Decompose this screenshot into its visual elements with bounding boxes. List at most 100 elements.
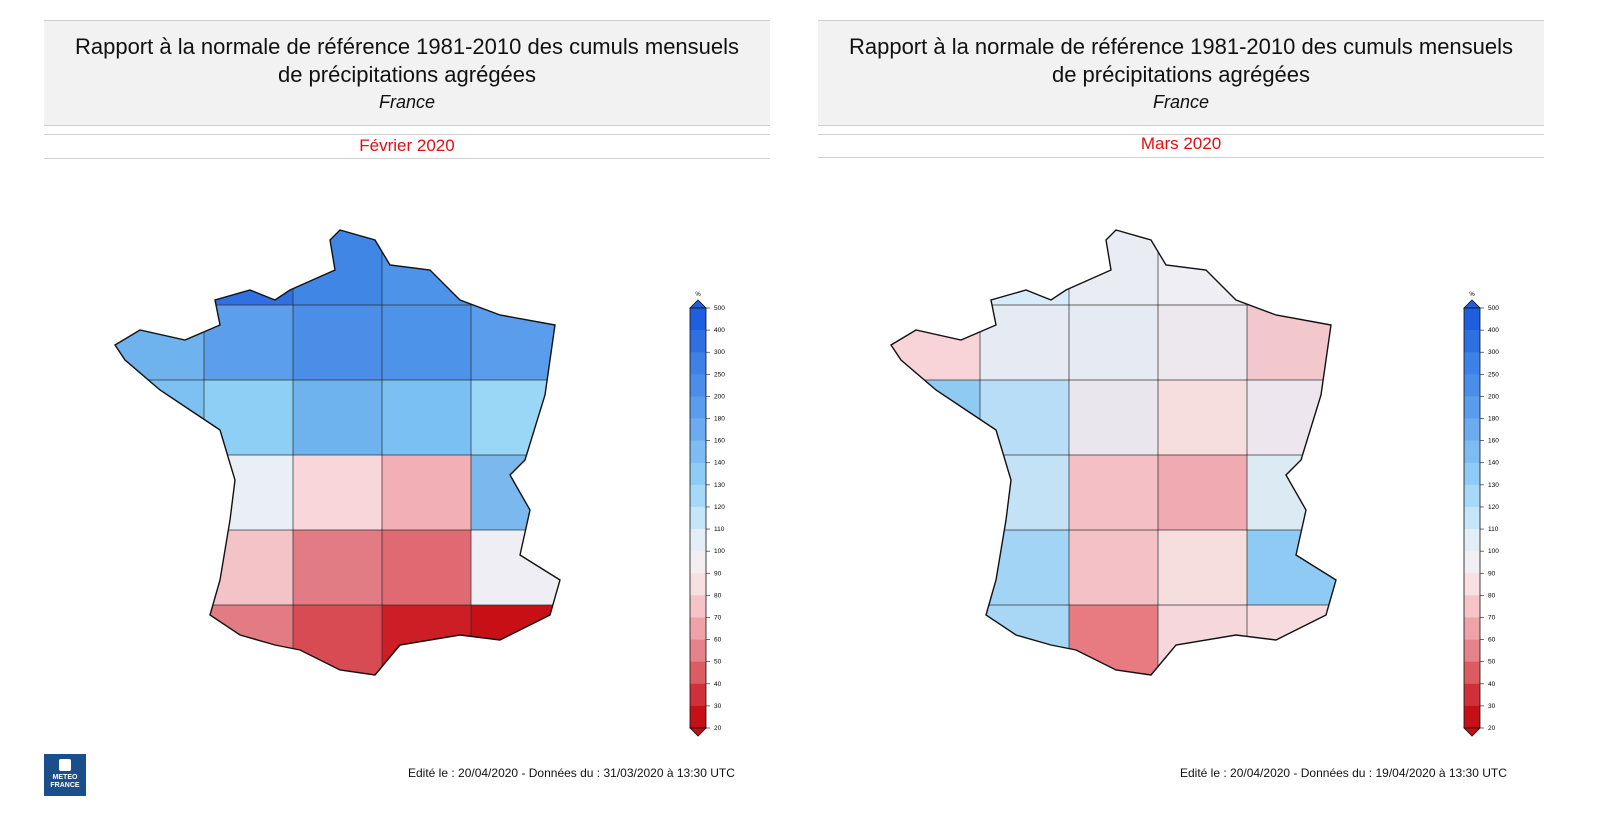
color-swatch (1464, 308, 1480, 331)
tick-label: 30 (1488, 703, 1496, 710)
department-region (470, 454, 560, 531)
subtitle-france: France (378, 92, 436, 112)
department-region (979, 604, 1070, 675)
tick-label: 80 (714, 592, 722, 599)
tick-label: 120 (1488, 504, 1499, 511)
department-region (1246, 230, 1336, 306)
tick-label: 400 (1488, 327, 1499, 334)
tick-label: 40 (1488, 681, 1496, 688)
panel-march: Rapport à la normale de référence 1981-2… (790, 0, 1590, 831)
color-swatch (690, 551, 706, 574)
department-region (381, 454, 472, 531)
color-swatch (690, 462, 706, 486)
logo-text-2: FRANCE (50, 782, 80, 789)
tick-label: 20 (1488, 725, 1496, 732)
department-region (979, 304, 1070, 381)
color-scale-legend: % 500 400 300 250 200 180 160 140 130 120 110 100 90 8… (689, 292, 725, 737)
logo-text-1: METEO (52, 774, 78, 781)
color-swatch (690, 374, 706, 397)
department-region (292, 379, 383, 456)
department-region (203, 604, 294, 675)
tick-label: 60 (1488, 637, 1496, 644)
color-swatch (690, 506, 706, 530)
color-swatch (690, 529, 706, 552)
tick-label: 90 (714, 570, 722, 577)
title-box: Rapport à la normale de référence 1981-2… (44, 20, 770, 126)
panel-february: Rapport à la normale de référence 1981-2… (44, 20, 770, 796)
department-region (1157, 379, 1248, 456)
tick-label: 50 (714, 659, 722, 666)
department-region (1246, 529, 1336, 606)
tick-label: 80 (1488, 592, 1496, 599)
tick-label: 70 (714, 614, 722, 621)
department-region (1246, 379, 1336, 456)
tick-label: 180 (714, 416, 725, 423)
department-region (891, 379, 981, 456)
department-region (1068, 454, 1159, 531)
department-region (381, 604, 472, 675)
separator (44, 134, 770, 135)
color-swatch (690, 705, 706, 729)
separator (818, 134, 1544, 135)
department-region (1068, 230, 1159, 306)
department-region (979, 529, 1070, 606)
meteo-france-logo: METEO FRANCE (44, 754, 86, 796)
department-region (1068, 529, 1159, 606)
title-box: Rapport à la normale de référence 1981-2… (818, 20, 1544, 126)
department-region (891, 304, 981, 381)
department-region (115, 230, 205, 306)
department-region (891, 604, 981, 675)
department-region (1157, 529, 1248, 606)
color-swatch (1464, 418, 1480, 441)
department-region (381, 304, 472, 381)
color-swatch (1464, 551, 1480, 574)
month-label: Mars 2020 (1140, 134, 1222, 153)
color-swatch (1464, 639, 1480, 662)
department-region (891, 230, 981, 306)
department-region (115, 304, 205, 381)
color-swatch (690, 418, 706, 441)
department-region (381, 230, 472, 306)
title-line-2: de précipitations agrégées (277, 62, 537, 87)
color-swatch (1464, 617, 1480, 640)
color-swatch (690, 639, 706, 662)
title-line-1: Rapport à la normale de référence 1981-2… (74, 34, 740, 59)
color-swatch (1464, 506, 1480, 530)
month-label: Février 2020 (359, 136, 455, 155)
department-region (292, 304, 383, 381)
separator (818, 157, 1544, 158)
department-region (203, 230, 294, 306)
tick-label: 20 (714, 725, 722, 732)
footer-edit-info: Edité le : 20/04/2020 - Données du : 19/… (1180, 766, 1507, 780)
tick-label: 400 (714, 327, 725, 334)
color-swatch (690, 396, 706, 419)
color-swatch (1464, 573, 1480, 596)
department-region (203, 529, 294, 606)
department-region (1246, 454, 1336, 531)
department-region (1068, 379, 1159, 456)
tick-label: 140 (714, 460, 725, 467)
tick-label: 160 (714, 438, 725, 445)
tick-label: 100 (1488, 548, 1499, 555)
separator (44, 158, 770, 159)
department-region (115, 604, 205, 675)
tick-label: 180 (1488, 416, 1499, 423)
department-region (381, 379, 472, 456)
color-swatch (1464, 440, 1480, 464)
color-swatch (690, 440, 706, 464)
tick-label: 130 (714, 482, 725, 489)
department-region (979, 379, 1070, 456)
tick-label: 40 (714, 681, 722, 688)
tick-label: 140 (1488, 460, 1499, 467)
color-swatch (690, 484, 706, 508)
tick-label: 250 (714, 371, 725, 378)
tick-label: 90 (1488, 570, 1496, 577)
department-region (1246, 304, 1336, 381)
tick-label: 60 (714, 637, 722, 644)
tick-label: 70 (1488, 614, 1496, 621)
tick-label: 110 (714, 526, 725, 533)
unit-label: % (695, 292, 701, 298)
france-outline (114, 229, 561, 676)
france-precipitation-map (114, 229, 561, 676)
color-scale-legend: % 500 400 300 250 200 180 160 140 130 120 110 100 90 8… (1463, 292, 1499, 737)
